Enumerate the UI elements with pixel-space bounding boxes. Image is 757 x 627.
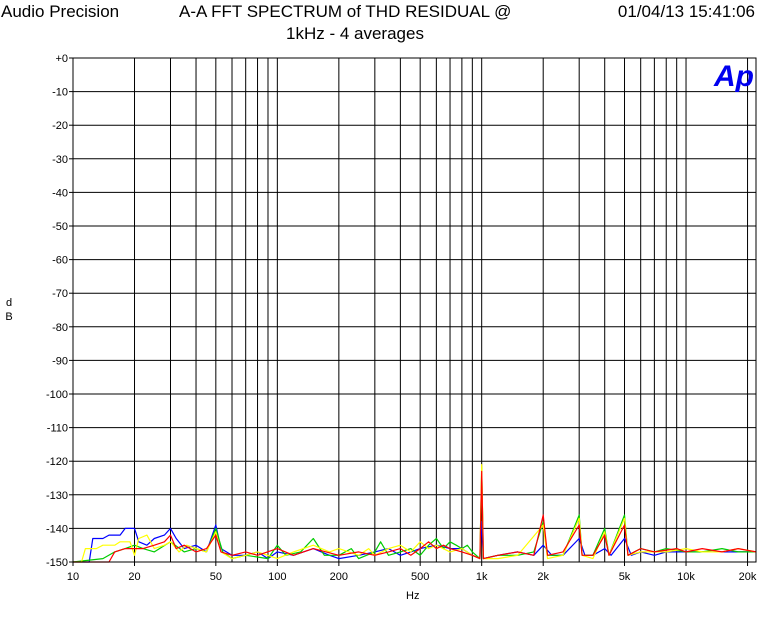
brand-label: Audio Precision — [1, 2, 120, 21]
series-line — [73, 464, 757, 563]
x-tick-label: 20k — [739, 571, 757, 583]
timestamp: 01/04/13 15:41:06 — [617, 2, 755, 21]
plot-frame — [72, 57, 757, 563]
y-tick-label: -100 — [46, 389, 68, 401]
x-tick-label: 10 — [67, 571, 79, 583]
y-tick-label: -40 — [52, 187, 68, 199]
y-tick-label: -130 — [46, 490, 68, 502]
y-tick-label: -20 — [52, 120, 68, 132]
series-line — [73, 470, 757, 563]
x-tick-label: 2k — [537, 571, 549, 583]
x-gridlines — [134, 58, 749, 562]
logo-text: Ap — [713, 60, 754, 92]
y-tick-label: -140 — [46, 523, 68, 535]
y-tick-label: -50 — [52, 221, 68, 233]
x-tick-label: 50 — [210, 571, 222, 583]
y-gridlines — [73, 91, 756, 529]
x-tick-label: 1k — [476, 571, 488, 583]
y-tick-label: -70 — [52, 288, 68, 300]
series-layer — [72, 464, 757, 563]
y-tick-label: -90 — [52, 355, 68, 367]
y-tick-label: -10 — [52, 87, 68, 99]
x-tick-label: 100 — [268, 571, 286, 583]
chart-title: A-A FFT SPECTRUM of THD RESIDUAL @ — [179, 2, 512, 21]
y-tick-label: -110 — [47, 423, 68, 435]
y-tick-label: +0 — [55, 53, 68, 65]
y-axis-label-part: B — [5, 311, 13, 323]
x-tick-label: 10k — [677, 571, 695, 583]
ap-logo: Ap — [713, 60, 754, 92]
x-tick-label: 200 — [330, 571, 348, 583]
x-tick-label: 5k — [619, 571, 631, 583]
chart-subtitle: 1kHz - 4 averages — [286, 24, 424, 43]
y-tick-label: -120 — [46, 456, 68, 468]
y-tick-labels: +0 -10 -20 -30 -40 -50 -60 -70 -80 -90 -100 -110 -12… — [46, 53, 73, 569]
y-tick-label: -30 — [52, 154, 68, 166]
x-tick-label: 20 — [128, 571, 140, 583]
y-axis-label-part: d — [5, 297, 13, 309]
x-tick-label: 500 — [411, 571, 429, 583]
series-line — [73, 521, 756, 563]
x-tick-labels: 10 20 50 100 200 500 1k 2k 5k 10k 20k — [67, 562, 757, 583]
y-tick-label: -150 — [46, 557, 68, 569]
x-axis-label: Hz — [406, 590, 420, 602]
y-tick-label: -80 — [52, 322, 68, 334]
y-tick-label: -60 — [52, 255, 68, 267]
